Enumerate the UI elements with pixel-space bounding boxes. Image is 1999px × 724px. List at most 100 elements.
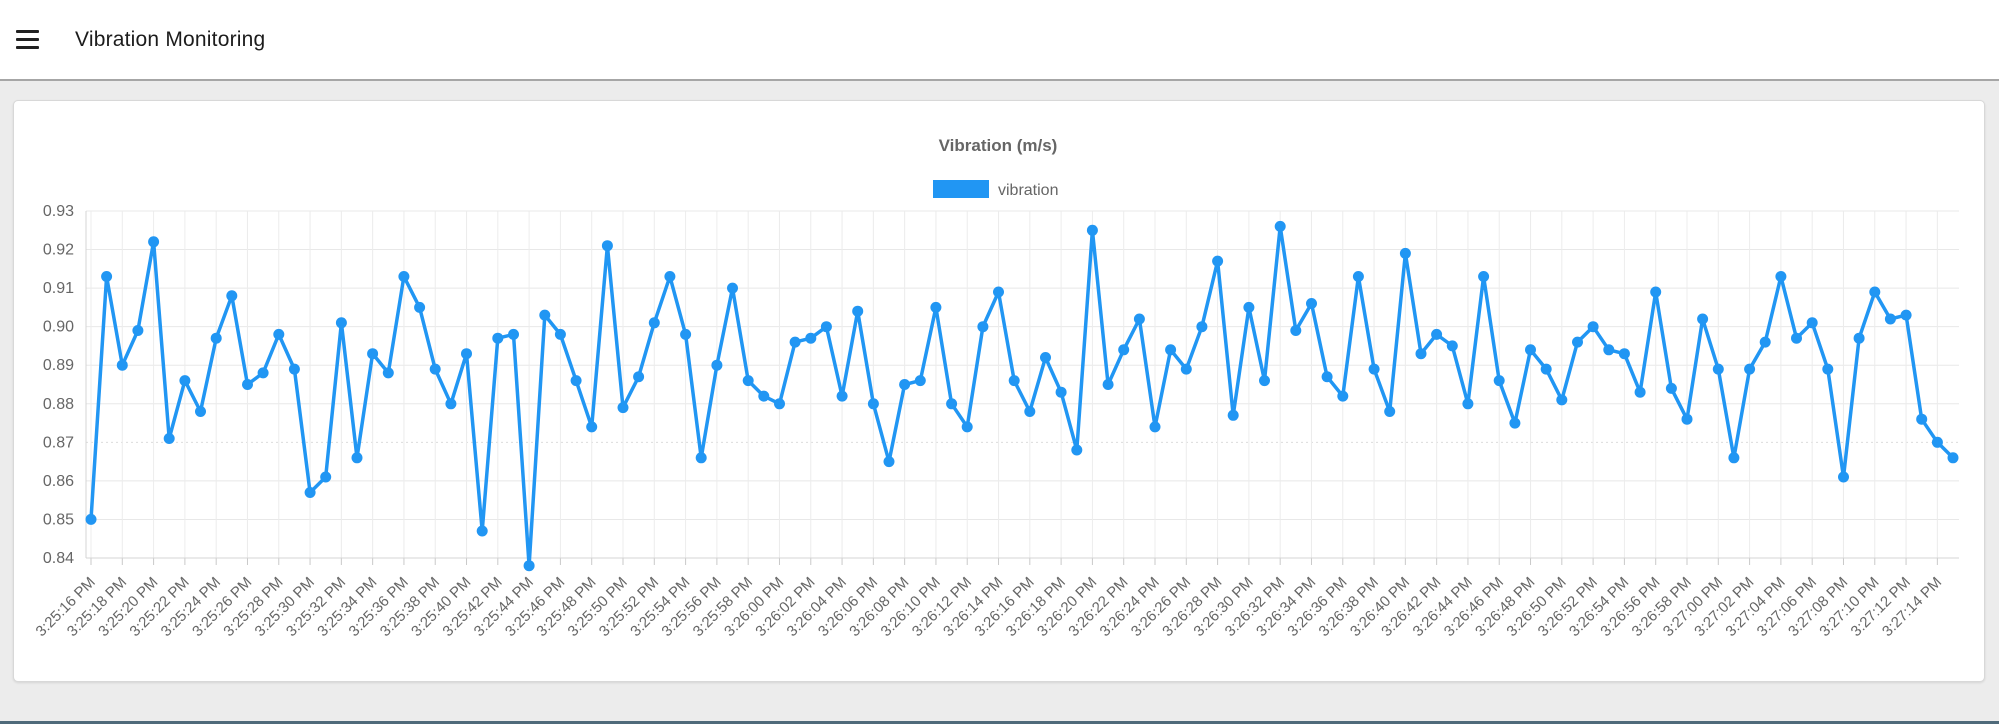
data-point[interactable] [852,305,864,317]
data-point[interactable] [1008,375,1020,387]
data-point[interactable] [210,332,222,344]
legend-item-vibration[interactable]: vibration [933,180,1058,199]
data-point[interactable] [1149,421,1161,433]
data-point[interactable] [1431,328,1443,340]
data-point[interactable] [1650,286,1662,298]
data-point[interactable] [1618,348,1630,360]
data-point[interactable] [1024,406,1036,417]
data-point[interactable] [429,363,441,375]
data-point[interactable] [508,328,519,340]
data-point[interactable] [163,433,175,444]
data-point[interactable] [727,282,738,294]
data-point[interactable] [930,301,942,313]
data-point[interactable] [195,406,206,417]
data-point[interactable] [226,290,238,302]
data-point[interactable] [977,321,989,333]
data-point[interactable] [101,271,113,282]
data-point[interactable] [148,236,160,248]
data-point[interactable] [398,271,410,282]
data-point[interactable] [789,336,801,348]
vibration-chart[interactable]: 0.93 0.92 0.91 0.90 0.89 0.88 0.87 0.86 0.85 0.84… [14,101,1984,681]
data-point[interactable] [1274,220,1286,232]
data-point[interactable] [1916,413,1928,425]
data-point[interactable] [758,390,770,402]
data-point[interactable] [1697,313,1709,325]
data-point[interactable] [648,317,660,329]
data-point[interactable] [1086,224,1098,236]
data-point[interactable] [1055,386,1067,398]
data-point[interactable] [476,525,488,537]
data-point[interactable] [993,286,1004,298]
data-point[interactable] [273,328,285,340]
data-point[interactable] [867,398,879,410]
data-point[interactable] [633,371,645,383]
data-point[interactable] [1180,363,1192,375]
data-point[interactable] [1306,298,1317,309]
data-point[interactable] [586,421,598,433]
data-point[interactable] [1227,409,1239,421]
data-point[interactable] [1337,390,1349,402]
data-point[interactable] [1165,344,1177,356]
data-point[interactable] [257,367,269,379]
data-point[interactable] [304,487,316,498]
data-point[interactable] [617,402,629,414]
data-point[interactable] [1728,452,1740,464]
data-point[interactable] [288,363,300,375]
data-point[interactable] [1446,340,1458,352]
data-point[interactable] [351,452,363,464]
data-point[interactable] [1212,255,1224,267]
data-point[interactable] [1525,344,1536,356]
data-point[interactable] [554,328,566,340]
data-point[interactable] [1102,379,1114,390]
data-point[interactable] [695,452,707,464]
data-point[interactable] [664,271,676,282]
data-point[interactable] [320,471,332,483]
data-point[interactable] [1603,344,1615,356]
data-point[interactable] [1681,413,1693,425]
data-point[interactable] [836,390,848,402]
data-point[interactable] [601,240,613,252]
menu-button[interactable] [16,27,42,53]
data-point[interactable] [680,328,692,340]
data-point[interactable] [883,456,895,468]
data-point[interactable] [1759,336,1771,348]
data-point[interactable] [1415,348,1427,360]
data-point[interactable] [1493,375,1505,387]
data-point[interactable] [367,348,379,360]
data-point[interactable] [914,375,926,387]
data-point[interactable] [1290,325,1302,336]
data-point[interactable] [1931,436,1943,448]
data-point[interactable] [1040,352,1051,363]
data-point[interactable] [1368,363,1380,375]
data-point[interactable] [1822,363,1834,375]
data-point[interactable] [570,375,582,387]
data-point[interactable] [1556,394,1568,406]
data-point[interactable] [1259,375,1270,387]
data-point[interactable] [1947,452,1959,464]
data-point[interactable] [1853,332,1865,344]
data-point[interactable] [1572,336,1583,348]
data-point[interactable] [1775,271,1787,282]
data-point[interactable] [1744,363,1756,375]
data-point[interactable] [116,359,128,371]
data-point[interactable] [1462,398,1474,410]
data-point[interactable] [132,325,144,336]
data-point[interactable] [1634,386,1646,398]
data-point[interactable] [774,398,785,410]
data-point[interactable] [1712,363,1724,375]
data-point[interactable] [1133,313,1145,325]
data-point[interactable] [1071,444,1083,456]
data-point[interactable] [382,367,394,379]
data-point[interactable] [1587,321,1599,333]
data-point[interactable] [1838,471,1849,483]
data-point[interactable] [899,379,911,390]
data-point[interactable] [1321,371,1333,383]
data-point[interactable] [1806,317,1818,329]
data-point[interactable] [461,348,472,360]
data-point[interactable] [1900,309,1912,321]
data-point[interactable] [445,398,457,410]
data-point[interactable] [179,375,191,387]
data-point[interactable] [1352,271,1364,282]
data-point[interactable] [1791,332,1802,344]
data-point[interactable] [414,301,426,313]
